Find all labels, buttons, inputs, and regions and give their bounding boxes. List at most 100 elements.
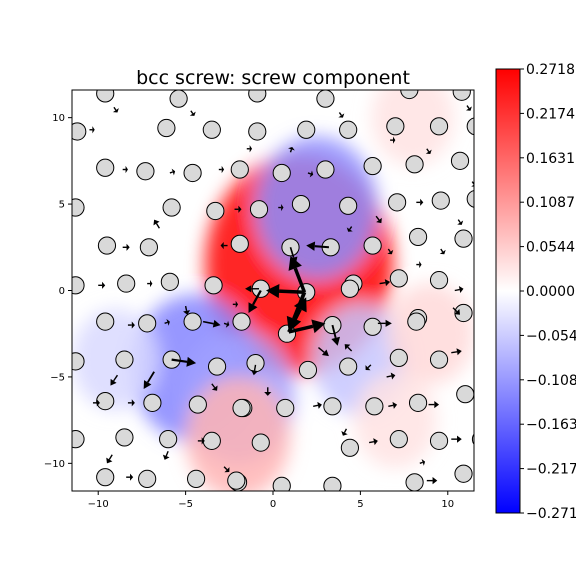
x-axis: −10 −5 0 5 10 [88,491,454,510]
atom-marker [466,117,474,136]
displacement-arrow [386,372,396,380]
displacement-arrow [211,383,218,391]
atom-marker [429,431,449,450]
atom-marker [230,234,249,253]
atom-marker [386,117,405,136]
atom-marker [431,191,450,210]
colorbar-tick-label: −0.271 [526,506,576,522]
colorbar-tick-label: 0.2718 [526,62,575,78]
displacement-arrow [122,165,128,174]
atom-marker [207,357,227,376]
displacement-arrow [278,203,284,212]
displacement-arrow [457,219,464,225]
atom-marker [72,122,87,141]
atom-marker [272,476,291,491]
displacement-arrow [317,346,329,357]
atom-marker [405,473,424,491]
atom-marker [204,276,223,295]
atom-marker [143,393,162,412]
displacement-arrow [416,198,424,206]
atom-marker [456,385,474,404]
arrow-layer [89,105,474,485]
displacement-arrow [234,205,242,213]
atom-marker [96,392,115,411]
atom-marker [363,156,382,176]
atom-marker [316,160,335,179]
displacement-arrow [169,168,176,176]
atom-marker [139,238,159,257]
y-tick-label: 10 [52,113,65,124]
displacement-arrow [465,105,472,111]
atom-marker [429,117,449,136]
displacement-arrow [365,364,372,371]
displacement-arrow [189,110,196,116]
displacement-arrow [232,300,239,308]
displacement-arrow [147,280,153,288]
atom-marker [72,352,85,371]
colorbar-tick-label: 0.2174 [526,106,575,122]
colorbar-tick-label: 0.0544 [526,240,575,256]
atom-marker [387,193,407,212]
displacement-arrow [346,226,353,232]
atom-marker [202,120,221,139]
atom-marker [407,312,426,331]
y-tick-label: 0 [59,286,65,297]
x-tick-label: 0 [270,499,276,510]
atom-marker [96,468,115,487]
atom-marker [408,227,428,247]
atom-marker [340,438,360,457]
displacement-arrow [245,285,260,293]
displacement-arrow [451,348,462,356]
displacement-arrow [246,145,253,153]
displacement-arrow [197,437,205,445]
y-tick-label: −10 [44,459,65,470]
displacement-arrow [288,147,295,153]
displacement-arrow [266,284,305,299]
y-axis: 10 5 0 −5 −10 [44,113,72,470]
displacement-arrow [183,305,191,315]
displacement-arrow [126,473,134,481]
atom-marker [363,236,382,255]
displacement-arrow [344,344,353,352]
displacement-arrow [251,364,259,376]
field-hotspot [371,90,455,166]
atom-marker [249,200,269,219]
atom-marker [450,151,470,170]
displacement-arrow [426,477,438,485]
displacement-arrow [288,319,326,334]
displacement-arrow [162,450,170,460]
atom-marker [363,317,382,336]
atom-marker [138,314,157,333]
y-tick-label: 5 [59,200,65,211]
displacement-arrow [425,148,432,154]
displacement-arrow [287,297,307,333]
atom-marker [186,469,206,489]
colorbar-tick-label: 0.1087 [526,195,575,211]
field-hotspot [185,376,291,491]
field-hotspot [354,372,437,469]
atom-marker [136,162,155,181]
displacement-arrow [306,241,330,251]
atom-marker [339,120,358,139]
atom-marker [405,155,424,174]
atom-marker [232,398,251,418]
atom-marker [246,353,265,373]
displacement-arrow [388,401,398,409]
atom-marker [159,430,178,449]
atom-marker [157,118,176,138]
displacement-arrow [331,324,341,346]
colorbar-tick-label: −0.163 [526,417,576,433]
colorbar-tick-label: 0.0000 [526,284,575,300]
atom-marker [466,189,474,208]
atom-marker [97,236,117,255]
atom-marker [452,90,471,101]
displacement-arrow [89,126,95,134]
atom-marker [323,476,342,491]
displacement-arrow [202,319,221,328]
displacement-arrow [338,112,345,118]
colorbar-tick-label: −0.054 [526,328,576,344]
atom-marker [389,269,408,288]
displacement-arrow [223,320,230,328]
